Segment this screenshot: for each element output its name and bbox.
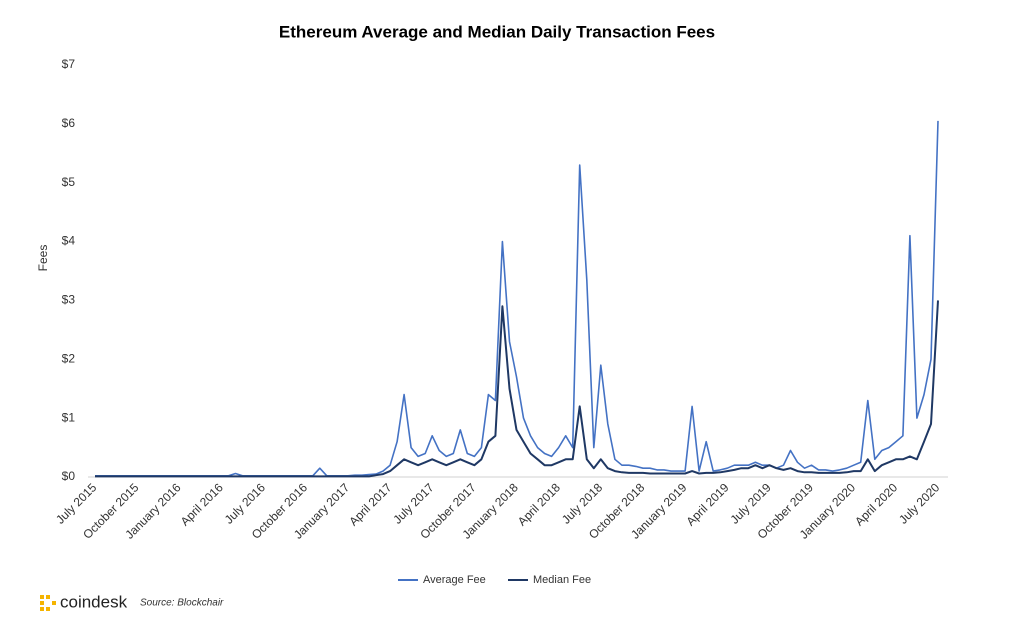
x-tick-label: April 2020 [852,480,900,528]
x-tick-label: July 2020 [896,480,942,526]
y-tick-label: $0 [62,469,76,483]
legend-label: Average Fee [423,574,486,586]
y-tick-label: $4 [62,234,76,248]
x-tick-label: April 2018 [515,480,563,528]
y-tick-label: $1 [62,410,76,424]
y-axis-label: Fees [36,245,50,272]
chart-title: Ethereum Average and Median Daily Transa… [279,22,715,41]
y-tick-label: $3 [62,293,76,307]
brand-logo [40,595,56,611]
y-tick-label: $5 [62,175,76,189]
source-note: Source: Blockchair [140,598,224,609]
y-tick-label: $2 [62,351,76,365]
brand-name: coindesk [60,592,128,611]
y-tick-label: $6 [62,116,76,130]
x-tick-label: April 2019 [683,480,731,528]
x-tick-label: April 2017 [346,480,394,528]
y-tick-label: $7 [62,57,76,71]
series-line [95,300,939,478]
x-tick-label: April 2016 [178,480,226,528]
legend-label: Median Fee [533,574,591,586]
series-line [95,120,939,477]
